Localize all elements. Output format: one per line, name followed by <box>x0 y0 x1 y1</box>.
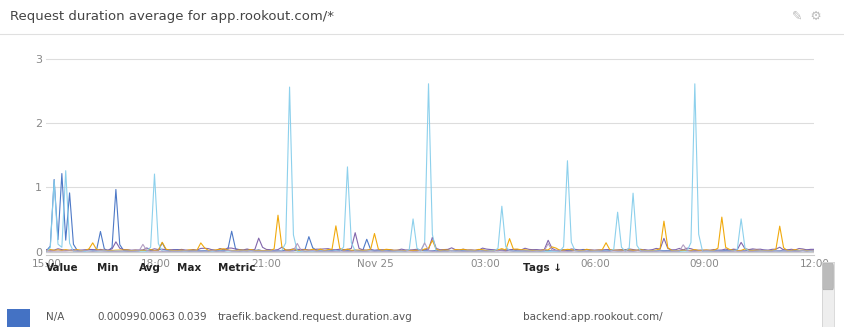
Text: Avg: Avg <box>139 263 161 273</box>
Text: Value: Value <box>46 263 79 273</box>
Text: 0.00099: 0.00099 <box>97 312 140 322</box>
Text: traefik.backend.request.duration.avg: traefik.backend.request.duration.avg <box>218 312 413 322</box>
Text: Max: Max <box>177 263 202 273</box>
Text: Tags ↓: Tags ↓ <box>523 263 562 273</box>
Text: 0.039: 0.039 <box>177 312 207 322</box>
FancyBboxPatch shape <box>823 264 833 290</box>
Text: backend:app.rookout.com/: backend:app.rookout.com/ <box>523 312 663 322</box>
Text: ✎  ⚙: ✎ ⚙ <box>792 10 821 23</box>
Text: N/A: N/A <box>46 312 65 322</box>
Text: Metric: Metric <box>218 263 255 273</box>
Text: Min: Min <box>97 263 118 273</box>
Text: 0.0063: 0.0063 <box>139 312 176 322</box>
Text: Request duration average for app.rookout.com/*: Request duration average for app.rookout… <box>10 10 334 23</box>
